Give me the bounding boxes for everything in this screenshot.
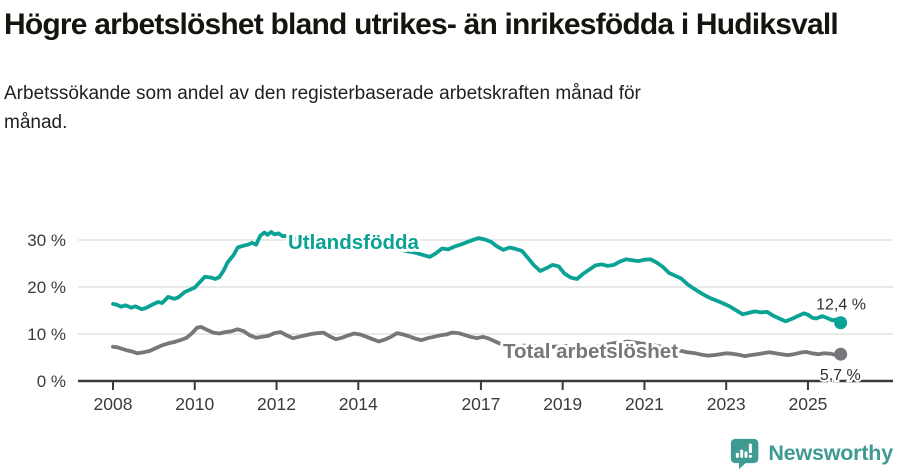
series-line <box>111 324 843 359</box>
y-tick-label: 30 % <box>27 231 66 250</box>
series-label: Total arbetslöshet <box>503 340 678 363</box>
x-tick-label: 2019 <box>543 394 582 414</box>
newsworthy-logo-icon <box>731 438 759 469</box>
x-tick-label: 2021 <box>625 394 664 414</box>
bar-1 <box>736 452 740 458</box>
page-subtitle: Arbetssökande som andel av den registerb… <box>4 83 641 133</box>
exclamation-dot <box>749 454 753 458</box>
value-label: 12,4 % <box>816 297 866 314</box>
x-tick-label: 2017 <box>461 394 500 414</box>
x-tick-label: 2023 <box>707 394 746 414</box>
x-tick-label: 2014 <box>339 394 378 414</box>
value-label: 5,7 % <box>820 367 861 384</box>
x-tick-label: 2025 <box>788 394 827 414</box>
x-tick-label: 2012 <box>257 394 296 414</box>
y-tick-label: 10 % <box>27 325 66 344</box>
header: Högre arbetslöshet bland utrikes- än inr… <box>4 0 839 137</box>
bar-3 <box>744 451 748 458</box>
y-tick-label: 0 % <box>37 372 66 391</box>
series-end-dot <box>834 347 848 361</box>
brand-name: Newsworthy <box>768 441 893 465</box>
x-tick-label: 2008 <box>94 394 133 414</box>
page-title: Högre arbetslöshet bland utrikes- än inr… <box>4 8 839 41</box>
series-end-dot <box>834 316 848 330</box>
exclamation-stem <box>749 443 753 454</box>
series-line <box>111 230 843 325</box>
brand-footer: Newsworthy <box>729 438 893 469</box>
x-tick-label: 2010 <box>175 394 214 414</box>
y-tick-label: 20 % <box>27 278 66 297</box>
series-label: Utlandsfödda <box>288 231 420 254</box>
bar-2 <box>740 449 744 458</box>
